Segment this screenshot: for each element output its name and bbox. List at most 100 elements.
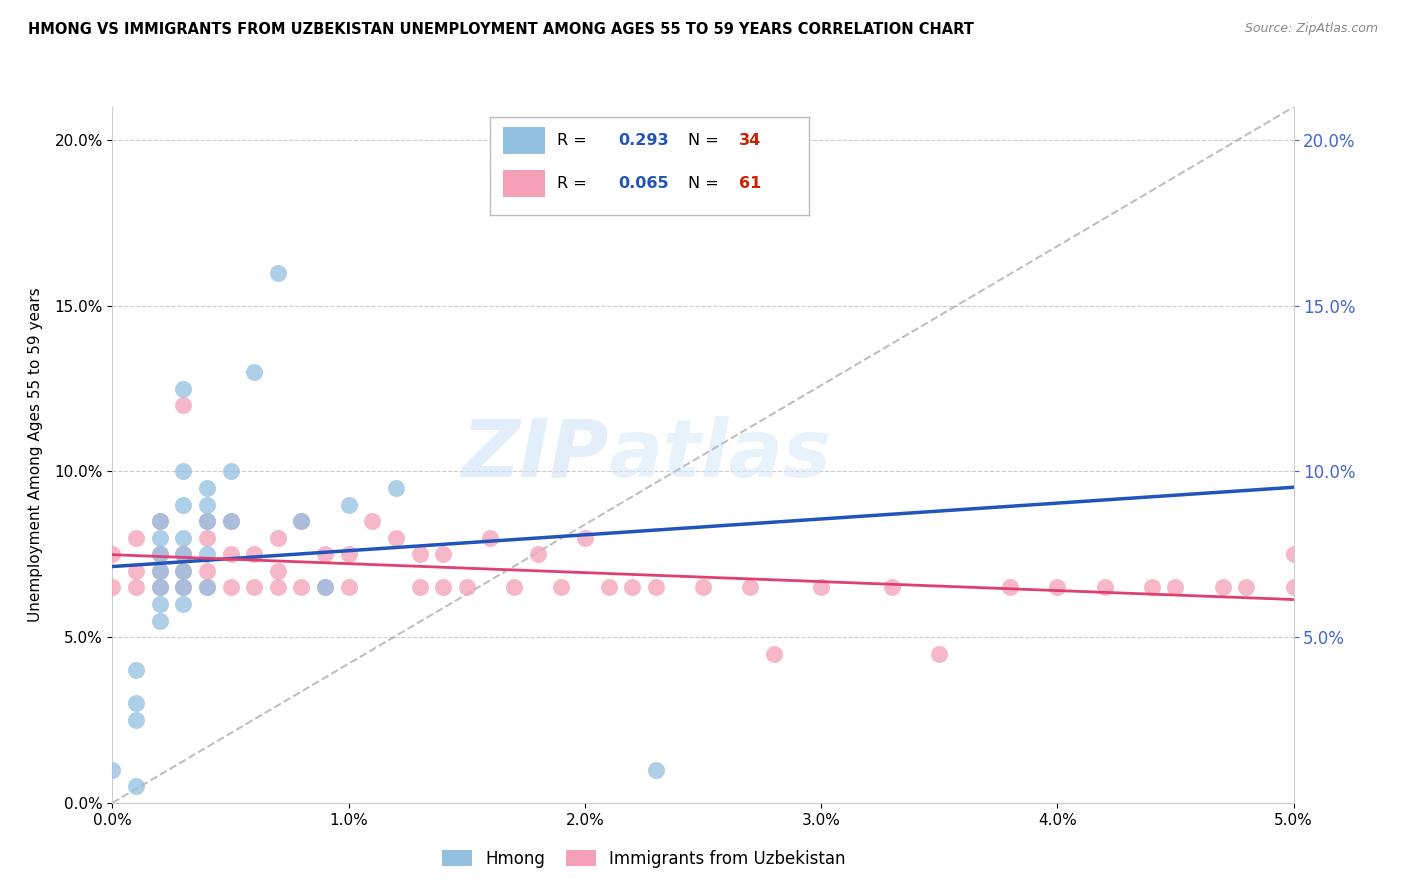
- Point: [243, 547, 266, 561]
- Point: [550, 581, 572, 595]
- Point: [149, 614, 172, 628]
- Point: [621, 581, 644, 595]
- Point: [1234, 581, 1257, 595]
- Point: [172, 581, 194, 595]
- Point: [195, 547, 218, 561]
- Legend: Hmong, Immigrants from Uzbekistan: Hmong, Immigrants from Uzbekistan: [436, 843, 852, 874]
- Point: [195, 531, 218, 545]
- Point: [195, 498, 218, 512]
- Point: [101, 547, 124, 561]
- Point: [1140, 581, 1163, 595]
- Point: [337, 581, 360, 595]
- Point: [149, 564, 172, 578]
- Point: [1212, 581, 1234, 595]
- Point: [1046, 581, 1069, 595]
- Text: HMONG VS IMMIGRANTS FROM UZBEKISTAN UNEMPLOYMENT AMONG AGES 55 TO 59 YEARS CORRE: HMONG VS IMMIGRANTS FROM UZBEKISTAN UNEM…: [28, 22, 974, 37]
- Point: [1164, 581, 1187, 595]
- Point: [172, 564, 194, 578]
- Point: [219, 514, 242, 528]
- Point: [644, 763, 666, 777]
- Point: [195, 514, 218, 528]
- Point: [337, 498, 360, 512]
- Point: [219, 514, 242, 528]
- Point: [290, 514, 312, 528]
- Point: [101, 763, 124, 777]
- Point: [408, 581, 430, 595]
- Point: [149, 564, 172, 578]
- Point: [149, 514, 172, 528]
- Point: [880, 581, 903, 595]
- Point: [172, 547, 194, 561]
- Point: [125, 531, 148, 545]
- Point: [314, 547, 336, 561]
- Text: atlas: atlas: [609, 416, 831, 494]
- Point: [1282, 581, 1305, 595]
- Point: [125, 713, 148, 727]
- Point: [574, 531, 596, 545]
- Point: [479, 531, 502, 545]
- Point: [598, 581, 620, 595]
- Point: [125, 581, 148, 595]
- Point: [314, 581, 336, 595]
- Point: [456, 581, 478, 595]
- Point: [998, 581, 1021, 595]
- Point: [195, 514, 218, 528]
- Point: [125, 663, 148, 677]
- Point: [172, 465, 194, 479]
- Point: [172, 564, 194, 578]
- Point: [125, 697, 148, 711]
- Point: [172, 498, 194, 512]
- Point: [243, 365, 266, 379]
- Point: [149, 514, 172, 528]
- Point: [172, 382, 194, 396]
- Point: [644, 581, 666, 595]
- Point: [432, 581, 454, 595]
- Point: [125, 779, 148, 793]
- Text: Source: ZipAtlas.com: Source: ZipAtlas.com: [1244, 22, 1378, 36]
- Point: [385, 531, 408, 545]
- Point: [172, 398, 194, 412]
- Point: [101, 581, 124, 595]
- Point: [503, 581, 526, 595]
- Point: [314, 581, 336, 595]
- Point: [1282, 547, 1305, 561]
- Point: [172, 531, 194, 545]
- Point: [172, 597, 194, 611]
- Point: [219, 547, 242, 561]
- Point: [385, 481, 408, 495]
- Point: [692, 581, 714, 595]
- Point: [172, 547, 194, 561]
- Point: [195, 581, 218, 595]
- Point: [219, 581, 242, 595]
- Y-axis label: Unemployment Among Ages 55 to 59 years: Unemployment Among Ages 55 to 59 years: [28, 287, 44, 623]
- Point: [408, 547, 430, 561]
- Point: [172, 581, 194, 595]
- Point: [432, 547, 454, 561]
- Point: [337, 547, 360, 561]
- Point: [149, 547, 172, 561]
- Point: [149, 581, 172, 595]
- Point: [740, 581, 762, 595]
- Point: [125, 564, 148, 578]
- Point: [243, 581, 266, 595]
- Text: ZIP: ZIP: [461, 416, 609, 494]
- Point: [762, 647, 785, 661]
- Point: [195, 481, 218, 495]
- Point: [810, 581, 832, 595]
- Point: [149, 547, 172, 561]
- Point: [361, 514, 384, 528]
- Point: [526, 547, 548, 561]
- Point: [149, 581, 172, 595]
- Point: [219, 465, 242, 479]
- Point: [928, 647, 950, 661]
- Point: [290, 514, 312, 528]
- Point: [149, 597, 172, 611]
- Point: [267, 581, 290, 595]
- Point: [267, 531, 290, 545]
- Point: [195, 564, 218, 578]
- Point: [149, 531, 172, 545]
- Point: [267, 564, 290, 578]
- Point: [267, 266, 290, 280]
- Point: [195, 581, 218, 595]
- Point: [290, 581, 312, 595]
